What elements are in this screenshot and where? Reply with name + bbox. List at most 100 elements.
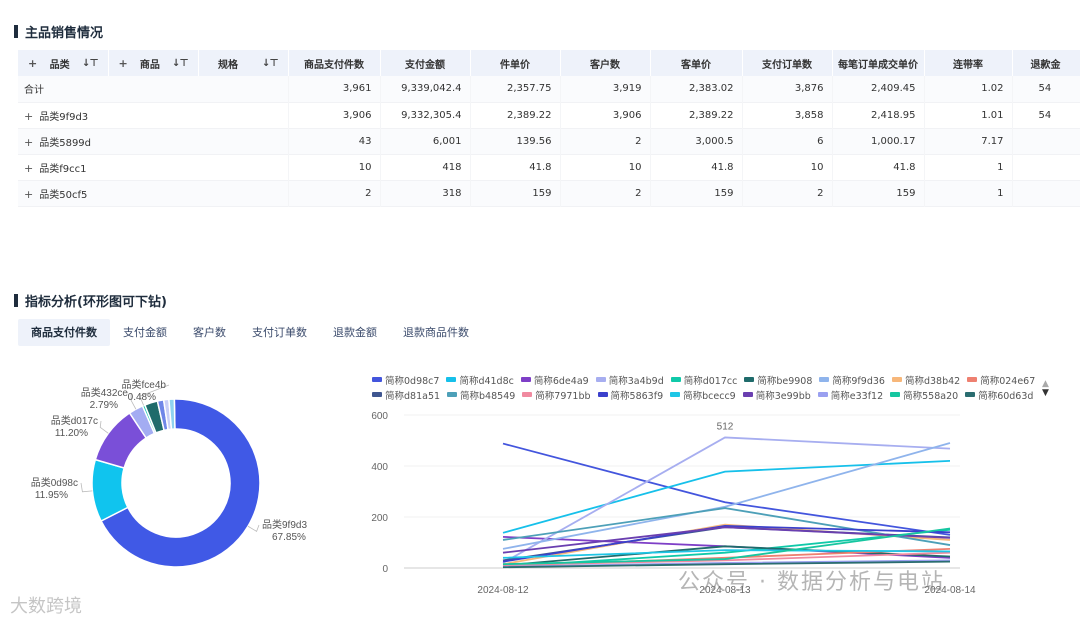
header-metric[interactable]: 退款金 — [1012, 50, 1080, 76]
header-metric[interactable]: 支付金额 — [380, 50, 471, 76]
legend-swatch — [817, 392, 828, 397]
legend-swatch — [967, 377, 978, 382]
header-metric[interactable]: 支付订单数 — [742, 50, 833, 76]
legend-item[interactable]: 简称3a4b9d — [595, 373, 664, 387]
donut-slice-percent: 67.85% — [272, 532, 306, 543]
sort-filter-icon[interactable]: ↓⊤ — [81, 57, 99, 69]
series-line[interactable] — [502, 442, 951, 550]
tab-metric[interactable]: 商品支付件数 — [18, 319, 110, 346]
legend-label: 简称be9908 — [757, 375, 813, 387]
series-line[interactable] — [502, 551, 951, 566]
legend-item[interactable]: 简称9f9d36 — [819, 373, 885, 387]
legend-item[interactable]: 简称bcecc9 — [670, 388, 736, 402]
donut-slice-label: 品类432ce — [81, 386, 129, 399]
legend-item[interactable]: 简称6de4a9 — [520, 373, 589, 387]
header-metric[interactable]: 每笔订单成交单价 — [832, 50, 925, 76]
series-line[interactable] — [502, 460, 951, 534]
series-line[interactable] — [502, 560, 951, 569]
expand-row-icon[interactable]: + — [24, 109, 34, 123]
table-cell: 1,000.17 — [832, 128, 925, 154]
legend-item[interactable]: 简称558a20 — [890, 388, 958, 402]
table-cell: 2 — [560, 180, 651, 206]
legend-item[interactable]: 简称d81a51 — [372, 388, 440, 402]
header-metric[interactable]: 商品支付件数 — [288, 50, 381, 76]
legend-label: 简称024e67 — [980, 375, 1036, 387]
legend-label: 简称60d63d — [978, 390, 1034, 402]
donut-slice-label: 品类9f9d3 — [262, 518, 307, 531]
table-cell: 43 — [288, 128, 381, 154]
expand-row-icon[interactable]: + — [24, 161, 34, 175]
table-row[interactable]: 合计 3,961 9,339,042.4 2,357.75 3,919 2,383.02 3… — [18, 76, 1080, 102]
row-label: 合计 — [24, 85, 44, 97]
table-row[interactable]: + 品类50cf5 2 318 159 2 159 2 159 1 — [18, 180, 1080, 206]
header-category[interactable]: + 品类 ↓⊤ — [18, 50, 109, 76]
expand-row-icon[interactable]: + — [24, 135, 34, 149]
legend-item[interactable]: 简称d017cc — [670, 373, 737, 387]
legend-label: 简称3a4b9d — [608, 375, 664, 387]
table-cell: 54 — [1012, 76, 1080, 102]
tab-metric[interactable]: 支付订单数 — [252, 326, 307, 339]
watermark: 公众号 · 数据分析与电站 — [678, 570, 945, 595]
table-cell: 1.01 — [924, 102, 1013, 128]
donut-slice[interactable] — [100, 398, 261, 568]
table-cell: 2 — [742, 180, 833, 206]
caret-up-down-icon[interactable]: ▲ ▼ — [1042, 379, 1049, 398]
tab-metric[interactable]: 退款金额 — [333, 326, 377, 339]
sort-filter-icon[interactable]: ↓⊤ — [171, 57, 189, 69]
legend-swatch — [965, 392, 976, 397]
table-row[interactable]: + 品类9f9d3 3,906 9,332,305.4 2,389.22 3,906 2,3… — [18, 102, 1080, 128]
donut-label-line — [139, 384, 170, 406]
legend-item[interactable]: 简称d41d8c — [446, 373, 514, 387]
table-cell: 159 — [832, 180, 925, 206]
table-cell: 1 — [924, 154, 1013, 180]
legend-item[interactable]: 简称3e99bb — [742, 388, 811, 402]
tab-metric[interactable]: 支付金额 — [123, 326, 167, 339]
series-line[interactable] — [502, 436, 951, 564]
expand-row-icon[interactable]: + — [24, 187, 34, 201]
row-label: 品类f9cc1 — [39, 163, 87, 175]
line-chart: 0 200 400 600 2024-08-12 2024-08-13 2024-08-14… — [371, 411, 976, 596]
series-line[interactable] — [502, 525, 951, 563]
series-line[interactable] — [502, 549, 951, 559]
series-line[interactable] — [502, 442, 951, 536]
legend-item[interactable]: 简称e33f12 — [817, 388, 883, 402]
header-metric[interactable]: 连带率 — [924, 50, 1013, 76]
legend-swatch — [819, 377, 830, 382]
table-cell: 41.8 — [650, 154, 743, 180]
sales-section-title-text: 主品销售情况 — [25, 26, 104, 41]
expand-product-icon[interactable]: + — [118, 56, 128, 70]
legend-item[interactable]: 简称5863f9 — [597, 388, 663, 402]
legend-item[interactable]: 简称be9908 — [744, 373, 812, 387]
table-row[interactable]: + 品类5899d 43 6,001 139.56 2 3,000.5 6 1,000.17 7.… — [18, 128, 1080, 154]
sort-filter-icon[interactable]: ↓⊤ — [261, 57, 279, 69]
legend-swatch — [520, 377, 531, 382]
legend-item[interactable]: 简称024e67 — [967, 373, 1035, 387]
series-line[interactable] — [502, 526, 951, 554]
legend-item[interactable]: 简称d38b42 — [891, 373, 960, 387]
header-metric[interactable]: 客户数 — [560, 50, 651, 76]
donut-label-line — [80, 482, 93, 493]
legend-swatch — [890, 392, 901, 397]
series-line[interactable] — [502, 527, 951, 566]
title-marker — [14, 25, 18, 38]
tab-metric[interactable]: 客户数 — [193, 326, 226, 339]
donut-slice[interactable] — [168, 398, 176, 431]
legend-item[interactable]: 简称0d98c7 — [372, 373, 439, 387]
expand-category-icon[interactable]: + — [28, 56, 38, 70]
legend-swatch — [447, 392, 458, 397]
series-line[interactable] — [502, 545, 951, 567]
series-line[interactable] — [502, 507, 951, 546]
legend-item[interactable]: 简称7971bb — [522, 388, 591, 402]
legend-item[interactable]: 简称60d63d — [965, 388, 1033, 402]
table-cell: 3,961 — [288, 76, 381, 102]
donut-slice-percent: 0.48% — [128, 392, 156, 403]
header-metric[interactable]: 客单价 — [650, 50, 743, 76]
header-spec[interactable]: 规格 ↓⊤ — [198, 50, 289, 76]
header-product[interactable]: + 商品 ↓⊤ — [108, 50, 199, 76]
table-cell — [1012, 128, 1080, 154]
legend-item[interactable]: 简称b48549 — [447, 388, 515, 402]
tab-metric[interactable]: 退款商品件数 — [403, 326, 469, 339]
table-row[interactable]: + 品类f9cc1 10 418 41.8 10 41.8 10 41.8 1 — [18, 154, 1080, 180]
header-metric[interactable]: 件单价 — [470, 50, 561, 76]
